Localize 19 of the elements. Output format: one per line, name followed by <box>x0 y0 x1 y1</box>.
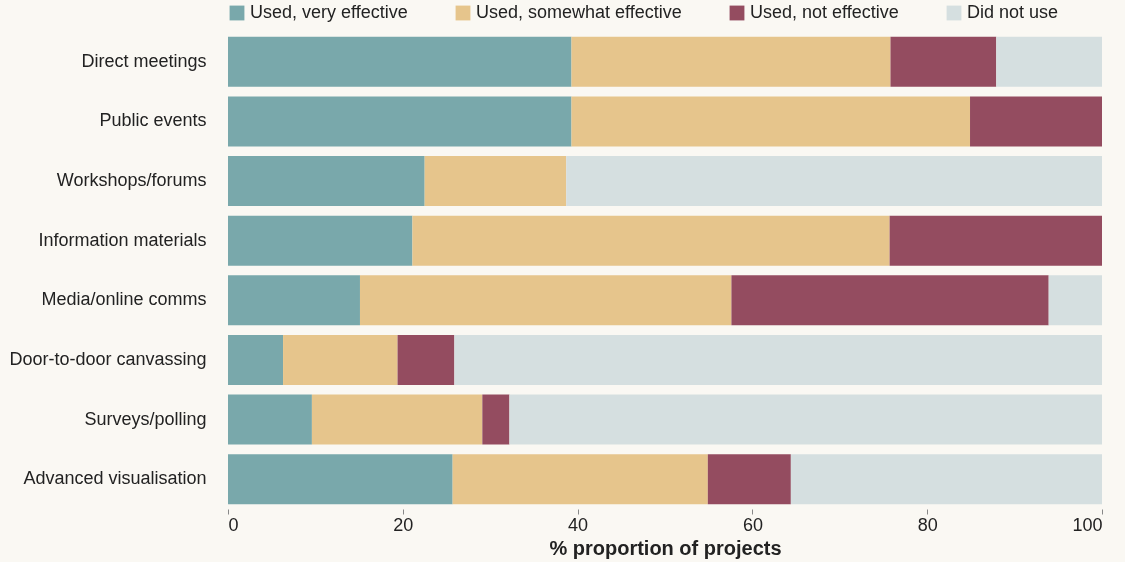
legend-label: Used, somewhat effective <box>476 2 682 22</box>
x-tick-label: 40 <box>568 514 589 535</box>
x-tick-label: 60 <box>742 514 763 535</box>
x-tick-label: 100 <box>1072 514 1103 535</box>
x-tick-label: 80 <box>917 514 938 535</box>
x-tick-label: 20 <box>393 514 414 535</box>
y-tick-label: Workshops/forums <box>56 170 207 191</box>
x-axis-title: % proportion of projects <box>549 536 782 559</box>
legend-label: Did not use <box>967 2 1059 22</box>
y-tick-label: Media/online comms <box>41 289 207 310</box>
y-tick-label: Door-to-door canvassing <box>9 348 207 369</box>
legend-label: Used, not effective <box>750 2 899 22</box>
y-tick-label: Direct meetings <box>81 50 207 71</box>
x-tick-label: 0 <box>228 514 239 535</box>
y-tick-label: Public events <box>99 110 207 131</box>
y-tick-label: Information materials <box>38 229 207 250</box>
y-tick-label: Surveys/polling <box>84 408 207 429</box>
legend-label: Used, very effective <box>250 2 408 22</box>
y-tick-label: Advanced visualisation <box>23 468 207 489</box>
